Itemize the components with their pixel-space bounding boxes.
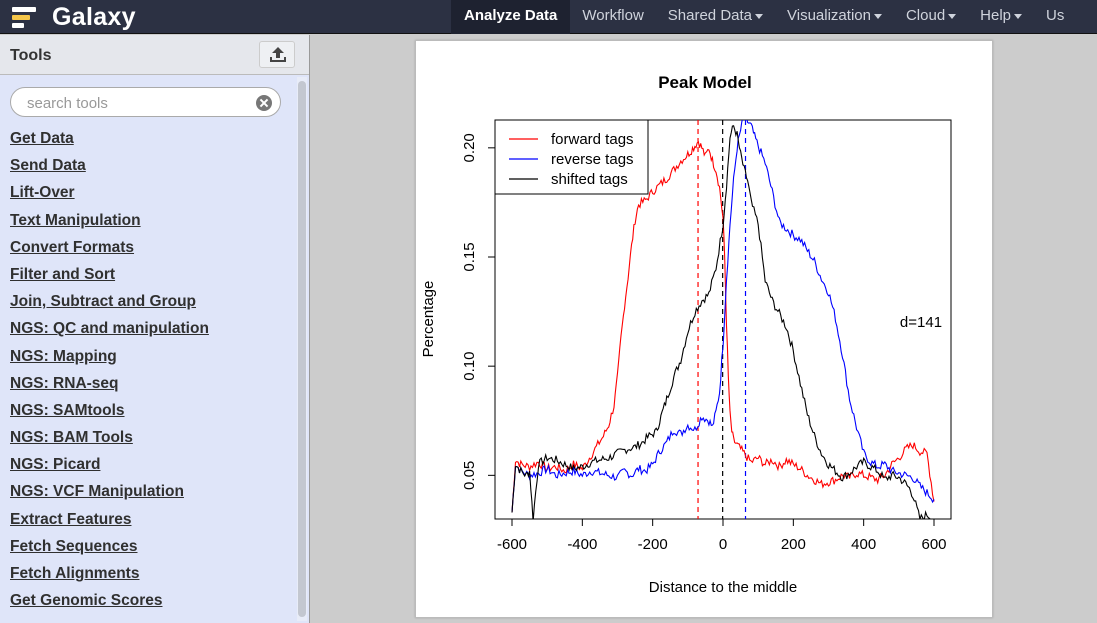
tool-panel-scrollbar[interactable]: [297, 77, 307, 621]
legend-label: reverse tags: [551, 151, 634, 168]
galaxy-logo-icon: [12, 5, 38, 29]
nav-help[interactable]: Help: [968, 0, 1034, 34]
x-tick-label: -600: [497, 536, 527, 553]
chevron-down-icon: [948, 13, 957, 19]
nav-workflow[interactable]: Workflow: [582, 7, 644, 24]
x-tick-label: -200: [638, 536, 668, 553]
series-line-1: [511, 120, 935, 513]
nav-shared-data[interactable]: Shared Data: [656, 0, 775, 34]
tool-section-link[interactable]: NGS: Picard: [10, 456, 101, 474]
x-tick-label: 200: [781, 536, 806, 553]
series-line-0: [511, 141, 935, 513]
upload-button[interactable]: [259, 41, 295, 68]
tool-section-link[interactable]: Get Genomic Scores: [10, 592, 163, 610]
nav-analyze-data[interactable]: Analyze Data: [451, 0, 571, 34]
masthead: Galaxy Analyze Data Workflow Shared Data…: [0, 0, 1097, 34]
tool-section-link[interactable]: NGS: Mapping: [10, 347, 117, 365]
d-value-annotation: d=141: [900, 314, 942, 331]
chevron-down-icon: [755, 13, 764, 19]
chevron-down-icon: [873, 13, 882, 19]
upload-icon: [270, 47, 286, 62]
tool-section-link[interactable]: NGS: RNA-seq: [10, 374, 119, 392]
tool-section-link[interactable]: NGS: QC and manipulation: [10, 320, 209, 338]
brand-home-link[interactable]: Galaxy: [12, 0, 136, 34]
legend-label: forward tags: [551, 131, 634, 148]
nav-user[interactable]: Us: [1046, 7, 1065, 24]
tool-section-link[interactable]: Extract Features: [10, 510, 132, 528]
tool-panel-title: Tools: [10, 47, 52, 64]
tool-section-link[interactable]: NGS: SAMtools: [10, 401, 125, 419]
tool-section-link[interactable]: NGS: VCF Manipulation: [10, 483, 184, 501]
scrollbar-thumb[interactable]: [298, 81, 306, 617]
x-axis-label: Distance to the middle: [649, 579, 797, 596]
tool-section-link[interactable]: Filter and Sort: [10, 265, 116, 283]
tool-section-link[interactable]: Text Manipulation: [10, 211, 141, 229]
tool-section-link[interactable]: NGS: BAM Tools: [10, 429, 133, 447]
tool-section-link[interactable]: Send Data: [10, 157, 86, 175]
tool-section-link[interactable]: Fetch Sequences: [10, 537, 138, 555]
y-tick-label: 0.15: [461, 242, 478, 271]
brand-name: Galaxy: [52, 2, 136, 31]
series-line-2: [511, 125, 934, 519]
tool-panel: Tools Get Data Send Data Lift-Over Text Man…: [0, 35, 310, 623]
x-tick-label: -400: [567, 536, 597, 553]
tool-section-link[interactable]: Lift-Over: [10, 184, 75, 202]
y-tick-label: 0.20: [461, 133, 478, 162]
y-tick-label: 0.10: [461, 352, 478, 381]
center-panel: Peak Model -600 -400 -200 0 200 400 600 0.05 0.10…: [311, 35, 1097, 623]
tool-section-list: Get Data Send Data Lift-Over Text Manipulat…: [10, 129, 290, 618]
y-axis-label: Percentage: [420, 281, 437, 358]
x-tick-label: 0: [719, 536, 727, 553]
clear-search-icon[interactable]: [256, 95, 272, 111]
tool-section-link[interactable]: Convert Formats: [10, 238, 135, 256]
chart-title: Peak Model: [658, 73, 752, 92]
peak-model-figure: Peak Model -600 -400 -200 0 200 400 600 0.05 0.10…: [415, 40, 993, 618]
tool-section-link[interactable]: Join, Subtract and Group: [10, 293, 197, 311]
tool-search: [10, 87, 281, 117]
legend-box: [494, 119, 649, 195]
tool-panel-header: Tools: [0, 35, 309, 75]
nav-visualization[interactable]: Visualization: [775, 0, 894, 34]
tool-section-link[interactable]: Fetch Alignments: [10, 565, 140, 582]
top-nav: Analyze Data Workflow Shared Data Visual…: [451, 0, 1076, 34]
x-tick-label: 400: [851, 536, 876, 553]
search-tools-input[interactable]: [27, 93, 247, 113]
legend-label: shifted tags: [551, 171, 628, 188]
tool-section-link[interactable]: Get Data: [10, 130, 74, 147]
nav-cloud[interactable]: Cloud: [894, 0, 968, 34]
peak-model-chart: Peak Model -600 -400 -200 0 200 400 600 0.05 0.10…: [420, 73, 952, 596]
x-tick-label: 600: [921, 536, 946, 553]
chevron-down-icon: [1014, 13, 1023, 19]
y-tick-label: 0.05: [461, 461, 478, 490]
